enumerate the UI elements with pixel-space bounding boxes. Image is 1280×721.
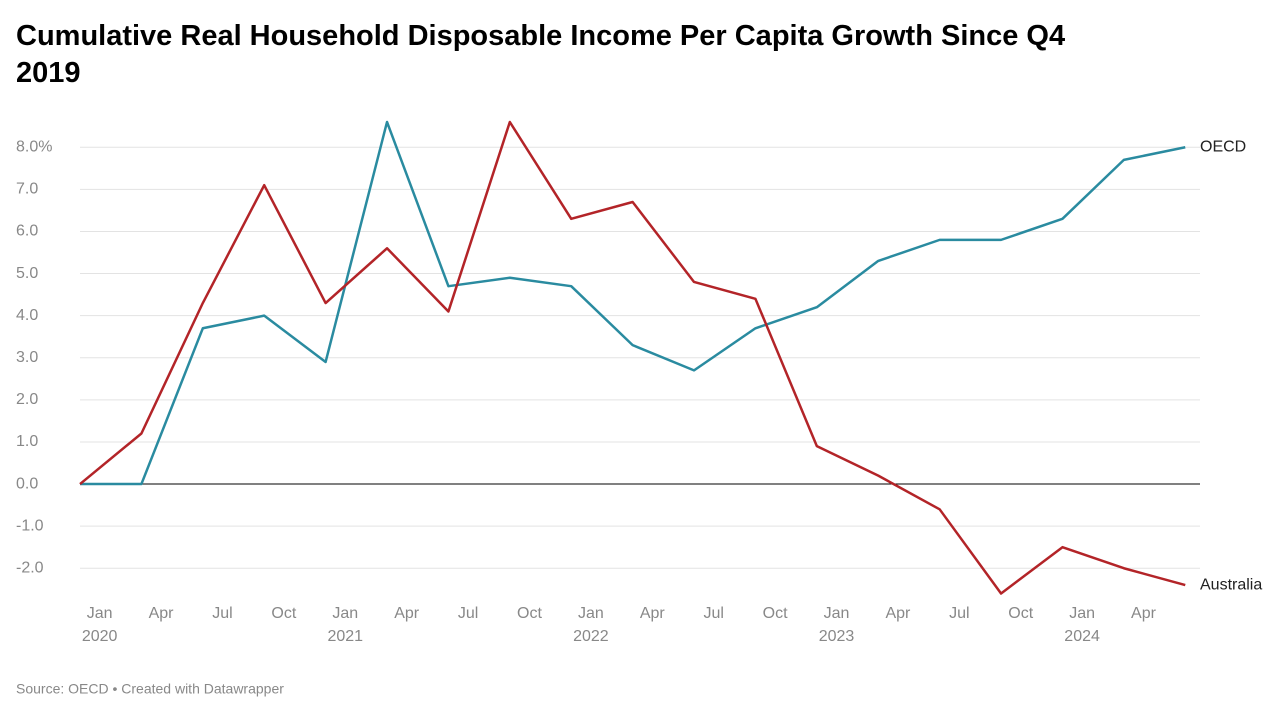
x-tick-label: Oct [271, 605, 296, 622]
chart-title: Cumulative Real Household Disposable Inc… [16, 20, 1066, 89]
y-tick-label: 2.0 [16, 391, 38, 408]
source-note: Source: OECD • Created with Datawrapper [16, 681, 284, 697]
y-tick-label: -1.0 [16, 517, 44, 534]
y-tick-label: 8.0% [16, 138, 52, 155]
y-tick-label: -2.0 [16, 559, 44, 576]
y-tick-label: 3.0 [16, 349, 38, 366]
y-tick-label: 1.0 [16, 433, 38, 450]
x-tick-label: Jul [703, 605, 723, 622]
x-tick-label: Jan 2021 [327, 605, 363, 645]
y-tick-label: 4.0 [16, 307, 38, 324]
x-tick-label: Jan 2024 [1064, 605, 1100, 645]
x-tick-label: Apr [149, 605, 175, 622]
x-tick-label: Jul [949, 605, 969, 622]
x-tick-label: Apr [885, 605, 911, 622]
x-tick-label: Jan 2023 [819, 605, 855, 645]
x-tick-label: Jul [458, 605, 478, 622]
y-tick-label: 0.0 [16, 475, 38, 492]
x-tick-label: Oct [517, 605, 542, 622]
x-tick-label: Oct [763, 605, 788, 622]
series-label: OECD [1200, 138, 1246, 155]
x-tick-label: Oct [1008, 605, 1033, 622]
x-tick-label: Jan 2020 [82, 605, 118, 645]
y-tick-label: 6.0 [16, 223, 38, 240]
x-tick-label: Apr [1131, 605, 1157, 622]
y-tick-label: 5.0 [16, 265, 38, 282]
series-line [79, 120, 1186, 595]
series-label: Australia [1200, 576, 1262, 593]
x-tick-label: Apr [640, 605, 666, 622]
x-tick-label: Jul [212, 605, 232, 622]
series-line [80, 120, 1186, 486]
x-tick-label: Apr [394, 605, 420, 622]
y-tick-label: 7.0 [16, 181, 38, 198]
x-tick-label: Jan 2022 [573, 605, 609, 645]
